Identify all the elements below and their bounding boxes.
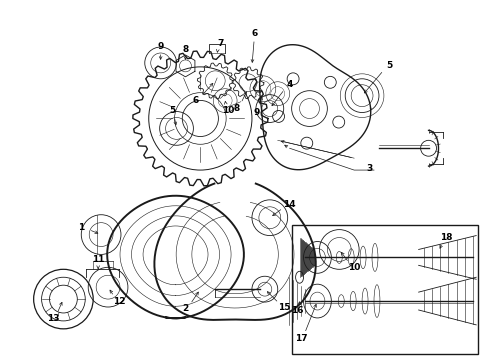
- Text: 5: 5: [386, 62, 392, 71]
- Text: 13: 13: [47, 314, 60, 323]
- Text: 15: 15: [278, 302, 291, 311]
- Text: 11: 11: [92, 255, 104, 264]
- Bar: [292, 225, 478, 354]
- Text: 1: 1: [78, 223, 84, 232]
- Text: 9: 9: [157, 41, 164, 50]
- Text: 6: 6: [192, 96, 198, 105]
- Text: 18: 18: [440, 233, 453, 242]
- Text: 3: 3: [366, 163, 372, 172]
- Text: 14: 14: [283, 200, 296, 209]
- Text: 9: 9: [254, 108, 260, 117]
- Text: 12: 12: [113, 297, 125, 306]
- Text: 16: 16: [292, 306, 304, 315]
- Text: 4: 4: [287, 80, 293, 89]
- Text: 6: 6: [252, 29, 258, 38]
- Text: 10: 10: [222, 106, 234, 115]
- Text: 2: 2: [182, 305, 189, 314]
- Text: 5: 5: [170, 106, 176, 115]
- Text: 8: 8: [234, 104, 240, 113]
- Text: 7: 7: [217, 39, 223, 48]
- Text: 10: 10: [348, 263, 360, 272]
- Text: 8: 8: [182, 45, 189, 54]
- Text: 17: 17: [295, 334, 308, 343]
